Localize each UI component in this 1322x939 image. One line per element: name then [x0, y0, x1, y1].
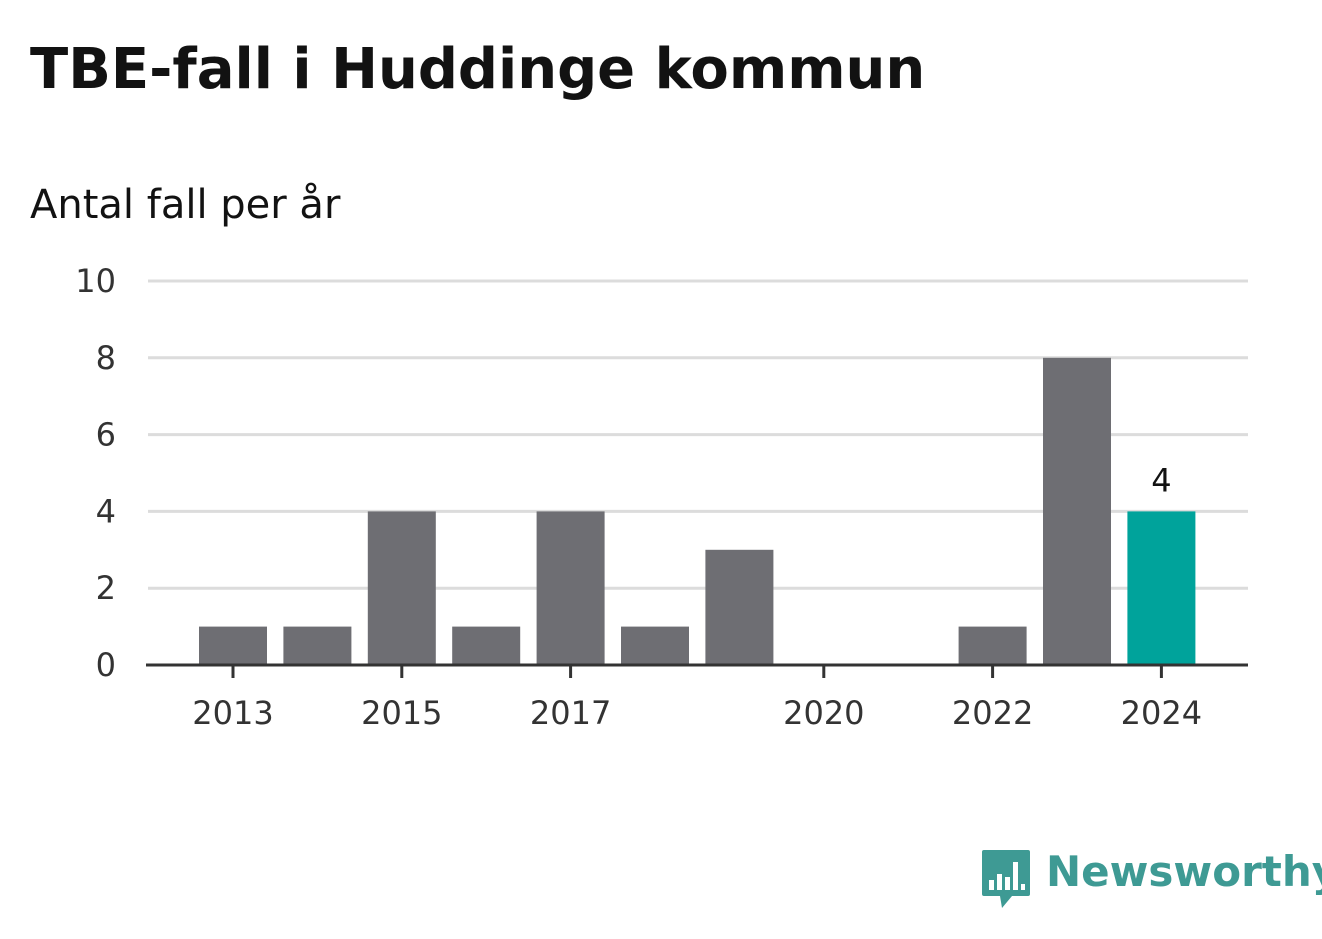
bar-chart-speech-bubble-icon — [982, 850, 1030, 908]
logo-text: Newsworthy — [1046, 847, 1322, 896]
y-axis-tick-labels: 0 2 4 6 8 10 — [75, 262, 116, 684]
x-tick-label-2022: 2022 — [952, 694, 1033, 732]
bar-2016 — [452, 626, 521, 665]
bar-2014 — [283, 626, 352, 665]
bar-2018 — [621, 626, 689, 665]
x-tick-label-2024: 2024 — [1121, 694, 1202, 732]
y-tick-label-6: 6 — [96, 416, 116, 454]
y-tick-label-4: 4 — [96, 492, 116, 530]
bar-2013 — [199, 626, 267, 665]
bar-2017 — [536, 511, 605, 665]
x-tick-label-2020: 2020 — [783, 694, 864, 732]
y-tick-label-0: 0 — [96, 646, 116, 684]
bar-2023 — [1043, 357, 1111, 665]
bar-2019 — [705, 549, 774, 665]
bar-2022 — [958, 626, 1027, 665]
chart-title: TBE-fall i Huddinge kommun — [30, 37, 926, 102]
y-tick-label-8: 8 — [96, 339, 116, 377]
bars — [199, 357, 1196, 665]
data-label-2024: 4 — [1151, 461, 1171, 499]
x-tick-label-2015: 2015 — [361, 694, 442, 732]
bar-2015 — [367, 511, 436, 665]
data-labels: 4 — [1151, 461, 1171, 499]
x-tick-label-2013: 2013 — [192, 694, 273, 732]
chart-subtitle: Antal fall per år — [30, 182, 341, 228]
x-axis-ticks: 2013 2015 2017 2020 2022 2024 — [192, 665, 1202, 732]
newsworthy-logo: Newsworthy — [980, 847, 1322, 910]
bar-2024 — [1127, 511, 1196, 665]
x-tick-label-2017: 2017 — [530, 694, 611, 732]
y-tick-label-10: 10 — [75, 262, 116, 300]
y-tick-label-2: 2 — [96, 569, 116, 607]
